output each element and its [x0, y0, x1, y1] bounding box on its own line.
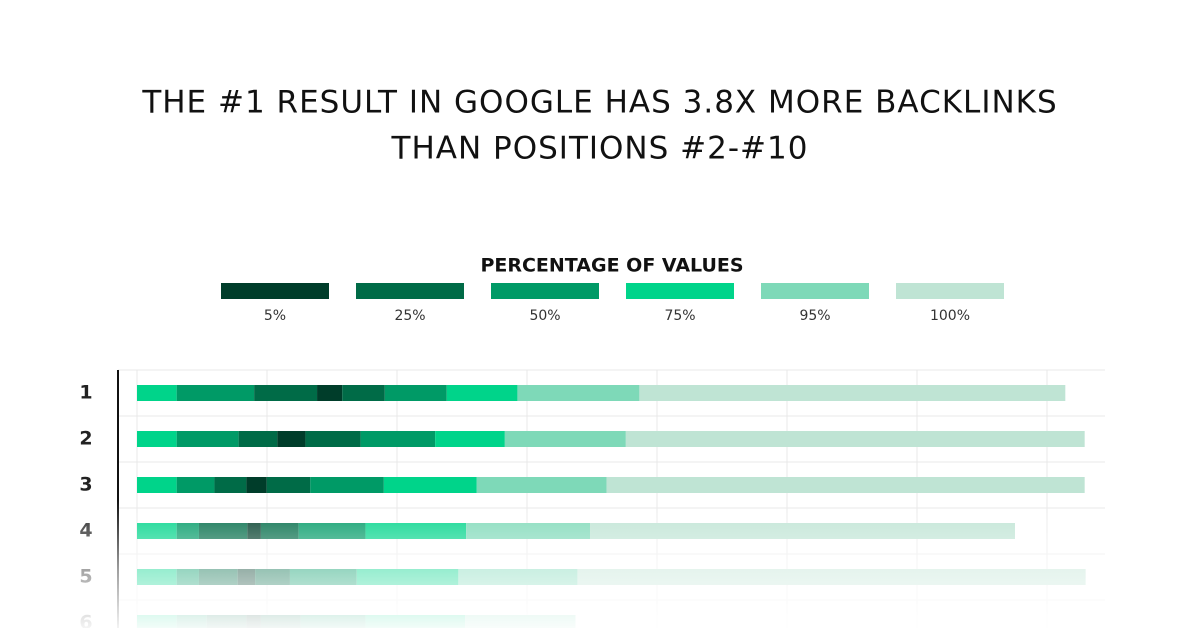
bar-segment: [476, 477, 607, 493]
bar-segment: [310, 477, 384, 493]
legend-label: 25%: [394, 308, 425, 324]
chart-title: THAN POSITIONS #2-#10: [391, 131, 809, 167]
bar-segment: [606, 477, 1085, 493]
bar-segment: [214, 477, 247, 493]
bar-segment: [137, 477, 177, 493]
bar-segment: [360, 431, 436, 447]
bar-segment: [137, 385, 177, 401]
bar-segment: [266, 477, 311, 493]
bar-segment: [176, 477, 215, 493]
bar-segment: [625, 431, 1085, 447]
bar-segment: [504, 431, 626, 447]
bar-segment: [435, 431, 505, 447]
legend-swatch: [896, 283, 1004, 299]
legend-swatch: [356, 283, 464, 299]
bar-segment: [137, 431, 177, 447]
row-label: 2: [79, 428, 92, 450]
bar-segment: [246, 477, 267, 493]
bar-segment: [384, 385, 447, 401]
row-label: 1: [79, 382, 92, 404]
row-label: 3: [79, 474, 92, 496]
bar-segment: [317, 385, 343, 401]
bar-segment: [342, 385, 385, 401]
bar-segment: [176, 431, 239, 447]
legend-label: 75%: [664, 308, 695, 324]
bar-segment: [176, 385, 255, 401]
legend-swatch: [221, 283, 329, 299]
legend-swatch: [491, 283, 599, 299]
legend-label: 100%: [930, 308, 970, 324]
legend-label: 50%: [529, 308, 560, 324]
bar-segment: [254, 385, 318, 401]
bar-segment: [446, 385, 518, 401]
bar-segment: [517, 385, 640, 401]
bar-segment: [383, 477, 477, 493]
bar-segment: [238, 431, 278, 447]
legend-label: 95%: [799, 308, 830, 324]
bar-segment: [277, 431, 306, 447]
legend-label: 5%: [264, 308, 286, 324]
chart-title: THE #1 RESULT IN GOOGLE HAS 3.8X MORE BA…: [141, 85, 1057, 121]
legend-title: PERCENTAGE OF VALUES: [480, 255, 743, 277]
bar-segment: [305, 431, 361, 447]
legend-swatch: [761, 283, 869, 299]
bar-segment: [639, 385, 1066, 401]
legend-swatch: [626, 283, 734, 299]
fade-overlay: [0, 500, 1200, 628]
